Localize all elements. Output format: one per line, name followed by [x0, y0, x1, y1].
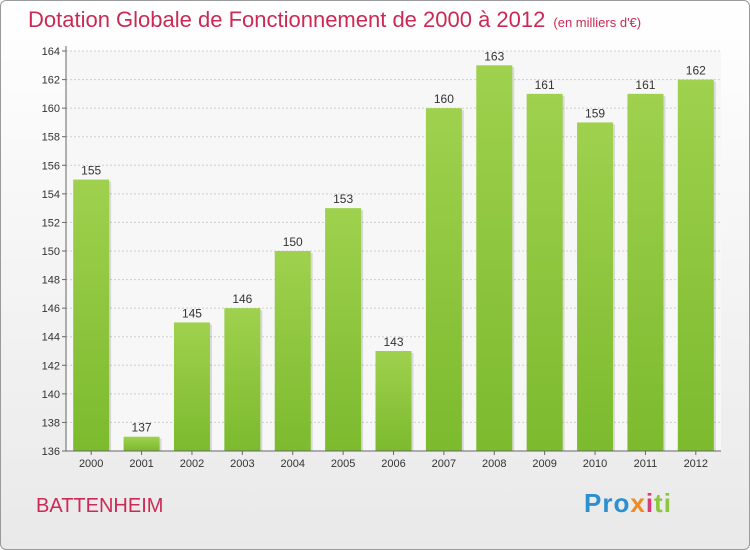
bar-2001: [123, 436, 160, 451]
bar-2006: [375, 351, 412, 451]
bar-2007: [425, 108, 462, 452]
x-tick-label: 2007: [432, 458, 456, 470]
y-tick-label: 158: [42, 132, 60, 144]
x-tick-label: 2006: [381, 458, 405, 470]
x-tick-label: 2009: [532, 458, 556, 470]
data-label: 146: [232, 292, 252, 306]
y-tick-label: 146: [42, 303, 60, 315]
data-label: 161: [635, 78, 655, 92]
bar-2002: [173, 322, 210, 451]
y-tick-label: 148: [42, 275, 60, 287]
bar-2005: [325, 208, 362, 451]
data-label: 161: [535, 78, 555, 92]
data-label: 150: [283, 235, 303, 249]
municipality-name: BATTENHEIM: [36, 495, 164, 517]
y-tick-label: 136: [42, 446, 60, 458]
data-label: 143: [383, 335, 403, 349]
y-tick-label: 154: [42, 189, 60, 201]
x-tick-label: 2003: [230, 458, 254, 470]
chart-subtitle: (en milliers d'€): [553, 15, 642, 30]
data-label: 159: [585, 106, 605, 120]
x-tick-label: 2011: [634, 458, 658, 470]
data-label: 162: [686, 64, 706, 78]
x-tick-label: 2012: [684, 458, 708, 470]
chart-title-text: Dotation Globale de Fonctionnement de 20…: [28, 7, 546, 32]
bar-2011: [627, 93, 664, 451]
y-tick-label: 162: [42, 75, 60, 87]
chart-title: Dotation Globale de Fonctionnement de 20…: [28, 7, 641, 33]
y-tick-label: 164: [42, 46, 60, 58]
x-tick-label: 2002: [180, 458, 204, 470]
bar-2009: [526, 93, 563, 451]
y-tick-label: 150: [42, 246, 60, 258]
bar-2008: [476, 65, 513, 452]
y-tick-label: 140: [42, 389, 60, 401]
data-label: 163: [484, 49, 504, 63]
y-tick-label: 152: [42, 217, 60, 229]
data-label: 160: [434, 92, 454, 106]
x-tick-label: 2008: [482, 458, 506, 470]
bar-2000: [73, 179, 110, 452]
bar-2004: [274, 251, 311, 451]
y-tick-label: 138: [42, 417, 60, 429]
y-tick-label: 160: [42, 103, 60, 115]
x-tick-label: 2010: [583, 458, 607, 470]
bar-2003: [224, 308, 261, 451]
data-label: 137: [132, 421, 152, 435]
x-tick-label: 2004: [280, 458, 304, 470]
data-label: 145: [182, 306, 202, 320]
x-tick-label: 2000: [79, 458, 103, 470]
y-tick-label: 144: [42, 332, 60, 344]
y-tick-label: 156: [42, 160, 60, 172]
data-label: 153: [333, 192, 353, 206]
x-tick-label: 2005: [331, 458, 355, 470]
y-tick-label: 142: [42, 360, 60, 372]
x-tick-label: 2001: [129, 458, 153, 470]
bar-2010: [577, 122, 614, 451]
data-label: 155: [81, 164, 101, 178]
proxiti-logo: Proxiti: [584, 488, 672, 518]
bar-2012: [677, 79, 714, 452]
